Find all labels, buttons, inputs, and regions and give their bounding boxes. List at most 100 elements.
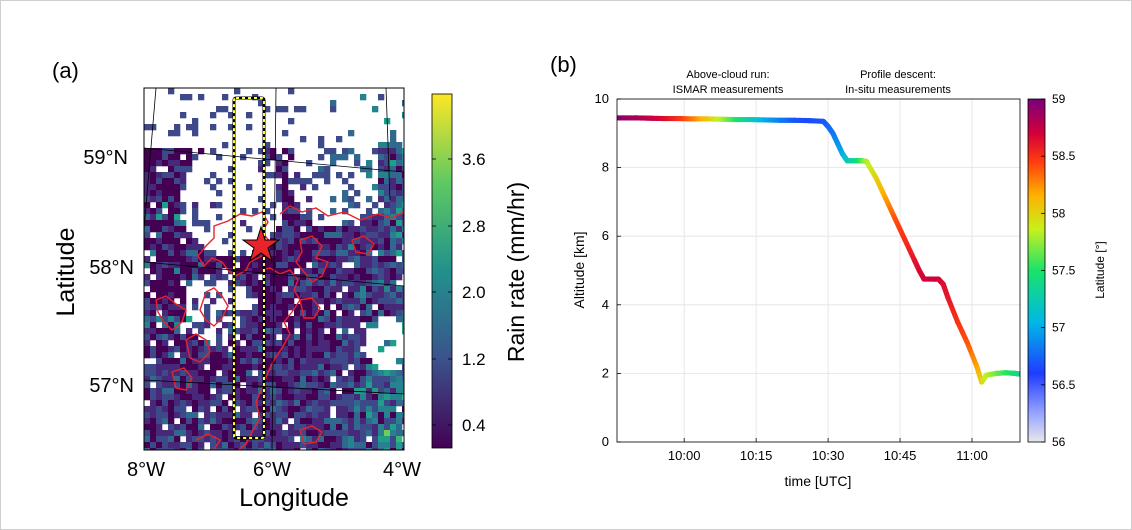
rain-colorbar-ticks — [432, 158, 452, 426]
rain-cell — [270, 232, 277, 239]
rain-cell — [276, 268, 283, 275]
rain-cell — [402, 184, 404, 191]
rain-cell — [240, 280, 247, 287]
rain-cell — [228, 334, 235, 341]
rain-cell — [390, 232, 397, 239]
rain-cell — [366, 268, 373, 275]
rain-cell — [162, 214, 169, 221]
rain-cell — [180, 244, 187, 251]
rain-cell — [228, 256, 235, 263]
rain-cell — [324, 256, 331, 263]
rain-cell — [360, 400, 367, 407]
rain-cell — [300, 370, 307, 377]
rain-cell — [156, 400, 163, 407]
rain-cell — [258, 376, 265, 383]
rain-cell — [216, 292, 223, 299]
rain-cell — [162, 340, 169, 347]
rain-cell — [168, 208, 175, 215]
rain-cell — [192, 340, 199, 347]
rain-cell — [156, 394, 163, 401]
rain-cell — [246, 346, 253, 353]
rain-cell — [330, 208, 337, 215]
rain-cell — [174, 160, 181, 167]
rain-cell — [396, 178, 403, 185]
rain-cell — [372, 430, 379, 437]
rain-cell — [252, 274, 259, 281]
rain-cell — [180, 250, 187, 257]
rain-cell — [144, 256, 151, 263]
rain-cell — [366, 292, 373, 299]
rain-cell — [162, 442, 169, 449]
rain-cell — [144, 274, 151, 281]
rain-cell — [300, 262, 307, 269]
rain-cell — [342, 376, 349, 383]
rain-cell — [312, 322, 319, 329]
rain-cell — [222, 364, 229, 371]
rain-cell — [300, 322, 307, 329]
rain-cell — [144, 412, 151, 419]
rain-cell — [402, 358, 404, 365]
rain-cell — [282, 442, 289, 449]
rain-cell — [162, 148, 169, 155]
rain-cell — [168, 418, 175, 425]
rain-cell — [282, 376, 289, 383]
rain-cell — [222, 370, 229, 377]
rain-cell — [372, 226, 379, 233]
rain-cell — [396, 166, 403, 173]
rain-cell — [306, 412, 313, 419]
rain-cell — [366, 232, 373, 239]
rain-cell — [378, 310, 385, 317]
rain-cell — [276, 232, 283, 239]
rain-cell — [372, 262, 379, 269]
rain-cell — [282, 238, 289, 245]
rain-cell — [252, 394, 259, 401]
rain-cell — [324, 244, 331, 251]
rain-cell — [192, 334, 199, 341]
rain-cell — [396, 196, 403, 203]
rain-cell — [168, 388, 175, 395]
rain-cell — [324, 322, 331, 329]
rain-cell — [240, 442, 247, 449]
rain-cell — [360, 268, 367, 275]
rain-cell — [180, 340, 187, 347]
rain-cell — [240, 418, 247, 425]
rain-cell — [156, 376, 163, 383]
rain-cell — [348, 442, 355, 449]
rain-cell — [228, 406, 235, 413]
rain-cell — [300, 106, 307, 113]
rain-cell — [246, 370, 253, 377]
rain-cell — [276, 328, 283, 335]
rain-cell — [150, 214, 157, 221]
rain-cell — [186, 430, 193, 437]
rain-cell — [354, 346, 361, 353]
rain-cell — [282, 130, 289, 137]
rain-cell — [318, 286, 325, 293]
rain-colorbar-tick-1-2: 1.2 — [462, 350, 486, 369]
rain-cell — [384, 298, 391, 305]
rain-cell — [312, 346, 319, 353]
rain-cell — [354, 334, 361, 341]
rain-cell — [312, 328, 319, 335]
rain-cell — [156, 154, 163, 161]
rain-cell — [360, 370, 367, 377]
rain-cell — [366, 208, 373, 215]
rain-cell — [246, 148, 253, 155]
rain-cell — [216, 202, 223, 209]
rain-cell — [330, 328, 337, 335]
rain-cell — [288, 88, 295, 95]
rain-cell — [234, 376, 241, 383]
rain-cell — [348, 370, 355, 377]
rain-cell — [156, 292, 163, 299]
rain-cell — [312, 286, 319, 293]
rain-cell — [288, 382, 295, 389]
rain-cell — [300, 274, 307, 281]
rain-cell — [336, 394, 343, 401]
rain-cell — [222, 448, 229, 450]
rain-cell — [390, 142, 397, 149]
rain-cell — [288, 220, 295, 227]
rain-cell — [366, 316, 373, 323]
rain-cell — [162, 154, 169, 161]
rain-cell — [342, 448, 349, 450]
rain-cell — [282, 148, 289, 155]
rain-cell — [252, 262, 259, 269]
